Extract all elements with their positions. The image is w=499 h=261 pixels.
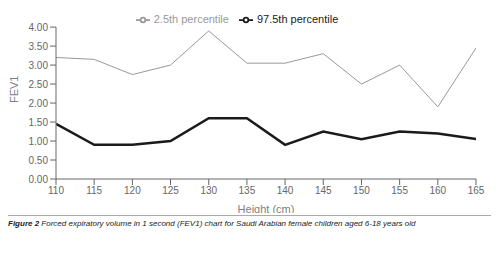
svg-text:115: 115 [86,185,102,196]
svg-text:120: 120 [124,185,141,196]
svg-text:2.00: 2.00 [29,98,49,109]
svg-text:130: 130 [200,185,217,196]
svg-text:FEV1: FEV1 [8,76,20,104]
svg-text:155: 155 [391,185,408,196]
html-text:2.5th percentile: 2.5th percentile [153,13,229,25]
svg-text:2.50: 2.50 [29,79,49,90]
svg-text:3.50: 3.50 [29,41,49,52]
html-text:Figure 2 Forced expiratory vol: Figure 2 Forced expiratory volume in 1 s… [8,219,416,228]
svg-text:1.50: 1.50 [29,117,49,128]
svg-text:160: 160 [429,185,446,196]
svg-text:145: 145 [315,185,332,196]
svg-text:1.00: 1.00 [29,136,49,147]
svg-text:135: 135 [239,185,256,196]
svg-text:165: 165 [468,185,485,196]
html-text:97.5th percentile: 97.5th percentile [256,13,339,25]
svg-text:3.00: 3.00 [29,60,49,71]
svg-text:150: 150 [353,185,370,196]
svg-text:4.00: 4.00 [29,22,49,33]
svg-text:Height (cm): Height (cm) [238,203,295,213]
svg-text:140: 140 [277,185,294,196]
svg-text:0.00: 0.00 [29,174,49,185]
svg-text:125: 125 [162,185,179,196]
svg-text:0.50: 0.50 [29,155,49,166]
svg-text:110: 110 [48,185,64,196]
